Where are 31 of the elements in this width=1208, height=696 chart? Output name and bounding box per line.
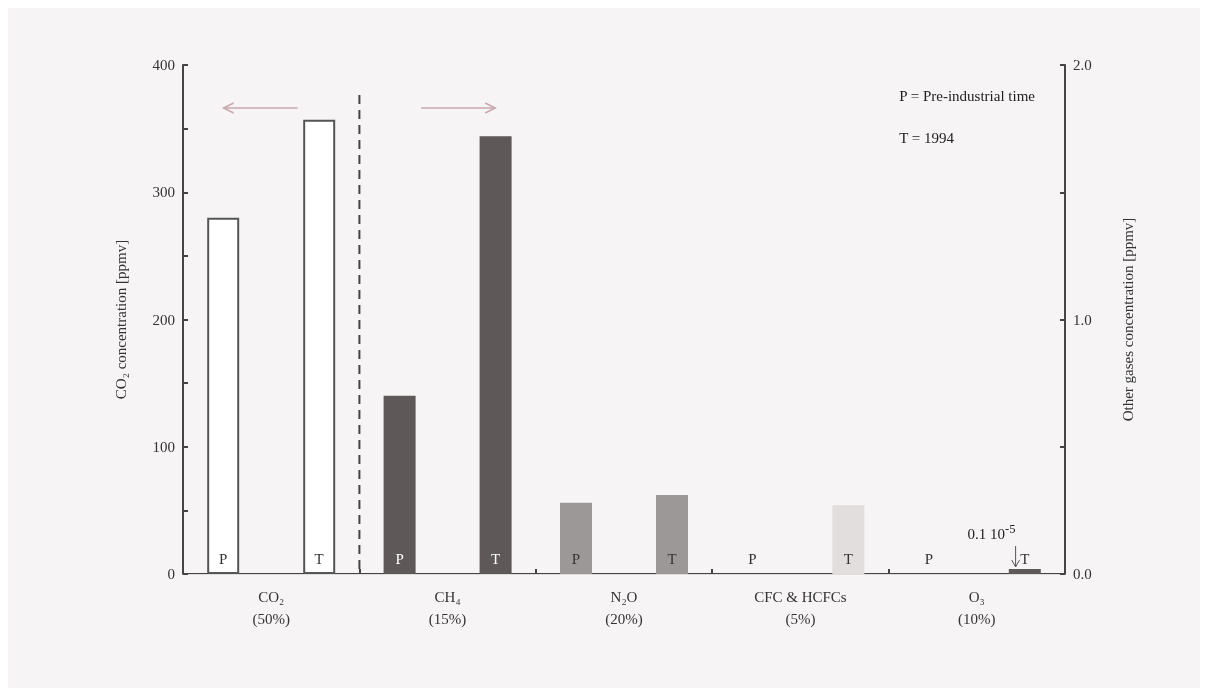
y-tick-label: 200 — [152, 311, 175, 328]
x-tick-label: N₂O (20%) — [605, 589, 643, 628]
bar — [1008, 568, 1041, 574]
y2-tick-label: 1.0 — [1073, 311, 1092, 328]
annotation: P = Pre-industrial time — [899, 88, 1035, 105]
annotation: T = 1994 — [899, 130, 955, 147]
text: T — [491, 550, 501, 567]
series-label: T — [314, 550, 324, 567]
text: P — [748, 550, 757, 567]
x-tick-label: CFC & HCFCs (5%) — [754, 589, 847, 628]
text: P — [924, 550, 933, 567]
bar — [560, 502, 592, 574]
bar — [479, 136, 512, 574]
series-label: P — [395, 550, 404, 567]
y2-axis-title: Other gases concentration [ppmv] — [1119, 217, 1136, 422]
series-label: P — [219, 550, 228, 567]
y-tick-label: 400 — [152, 57, 175, 73]
text: T — [667, 550, 677, 567]
text: P — [571, 550, 581, 567]
text: T — [843, 550, 853, 567]
y-tick-label: 300 — [152, 184, 175, 201]
annotation: 0.1 10$^{-5}$ — [967, 522, 1016, 543]
x-tick-label: O₃ (10%) — [958, 589, 996, 628]
y-axis-title: CO₂ concentration [ppmv] — [112, 239, 129, 400]
y2-tick-label: 2.0 — [1073, 57, 1092, 73]
x-tick-label: CO₂ (50%) — [252, 589, 290, 628]
legend-label: T — [1020, 550, 1030, 567]
x-tick-label: CH₄ (15%) — [428, 589, 467, 628]
y-tick-label: 0 — [167, 566, 175, 582]
y2-tick-label: 0.0 — [1073, 566, 1092, 582]
y-tick-label: 100 — [152, 438, 175, 455]
